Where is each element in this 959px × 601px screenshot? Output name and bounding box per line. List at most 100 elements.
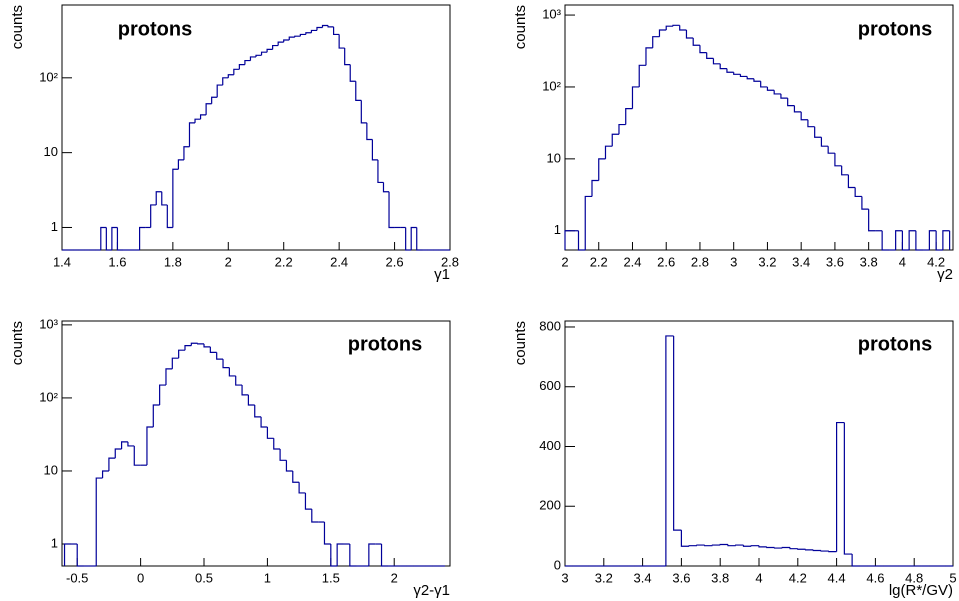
x-tick-label: 3: [730, 254, 737, 269]
histogram-bin: [908, 230, 916, 250]
histogram-bin: [733, 72, 741, 75]
histogram-bin: [152, 404, 160, 427]
histogram-bin: [101, 470, 109, 479]
panel-title: protons: [858, 333, 932, 355]
histogram-bin: [299, 33, 306, 37]
histogram-bin: [349, 544, 357, 567]
histogram-bin: [266, 426, 274, 439]
histogram-bin: [184, 345, 192, 351]
histogram-bin: [304, 492, 312, 510]
x-tick-label: 3.6: [826, 254, 844, 269]
histogram-bin: [330, 544, 338, 567]
x-tick-label: 1.4: [53, 254, 71, 269]
histogram-bin: [942, 230, 950, 250]
histogram-bin: [349, 64, 356, 82]
histogram-bin: [100, 226, 107, 250]
y-tick-label: 800: [539, 318, 561, 333]
histogram-bin: [692, 37, 700, 46]
histogram-bin: [183, 146, 190, 160]
panel-title: protons: [348, 333, 422, 355]
histogram-bin: [881, 230, 889, 251]
histogram-bin: [298, 482, 306, 494]
histogram-bin: [360, 100, 367, 124]
histogram-bin: [812, 549, 822, 552]
histogram-bin: [704, 545, 713, 547]
x-tick-label: 3.8: [711, 570, 729, 585]
histogram-bin: [165, 368, 173, 386]
x-tick-label: 1: [264, 570, 271, 585]
histogram-bin: [305, 32, 312, 35]
histogram-bin: [203, 343, 211, 348]
histogram-bin: [618, 123, 626, 135]
histogram-bin: [564, 230, 572, 250]
histogram-bin: [222, 359, 230, 369]
histogram-bin: [638, 64, 646, 87]
histogram-bin: [672, 24, 680, 27]
x-tick-label: 2.2: [590, 254, 608, 269]
histogram-bin: [294, 35, 301, 38]
histogram-bin: [166, 204, 173, 229]
histogram-bin: [194, 118, 201, 123]
histogram-bin: [591, 179, 599, 197]
plot-frame: [61, 320, 451, 567]
x-tick-label: 1.5: [322, 570, 340, 585]
histogram-bin: [827, 146, 835, 154]
histogram-bin: [114, 448, 122, 459]
histogram-bin: [277, 41, 284, 46]
histogram-bin: [235, 375, 243, 386]
x-tick-label: 2.4: [623, 254, 641, 269]
histogram-bin: [333, 26, 340, 36]
histogram-bin: [377, 159, 384, 184]
histogram-bin: [172, 168, 179, 228]
x-tick-label: 1.6: [108, 254, 126, 269]
histogram-bin: [260, 51, 268, 56]
histogram-bin: [820, 550, 829, 552]
histogram-bin: [780, 93, 788, 99]
histogram-bin: [410, 226, 417, 250]
histogram-bin: [209, 346, 217, 353]
histogram-bin: [323, 522, 331, 545]
histogram-bin: [584, 195, 592, 250]
plot-frame: [61, 4, 451, 251]
histogram-bin: [679, 25, 687, 31]
histogram-bin: [577, 230, 586, 251]
y-tick-label: 10: [547, 150, 561, 165]
histogram-bin: [216, 352, 224, 360]
y-tick-label: 0: [554, 557, 561, 572]
x-tick-label: 4: [899, 254, 906, 269]
histogram-bin: [283, 39, 290, 43]
histogram-bin: [159, 384, 166, 406]
histogram-bin: [847, 174, 856, 189]
histogram-bin: [665, 335, 674, 566]
x-tick-label: 3.4: [634, 570, 652, 585]
histogram-bin: [746, 76, 754, 80]
histogram-bin: [366, 122, 373, 141]
y-axis-title: counts: [9, 5, 26, 49]
histogram-bin: [161, 191, 168, 206]
y-tick-label: 10: [44, 462, 58, 477]
histogram-bin: [680, 530, 690, 547]
histogram-bin: [861, 196, 869, 210]
x-tick-label: 3.6: [672, 570, 690, 585]
x-tick-label: 3.8: [860, 254, 878, 269]
histogram-bin: [807, 119, 815, 128]
histogram-bin: [380, 544, 388, 567]
panel: 3 3.2 3.4 3.6 3.8 4 4.2 4.4 4.6 4.8 5 0 200 400 600 800…: [512, 318, 957, 599]
histogram-bin: [321, 24, 329, 28]
x-tick-label: 0: [137, 570, 144, 585]
histogram-bin: [665, 25, 673, 30]
histogram-bin: [285, 460, 293, 472]
x-tick-label: 3.2: [758, 254, 776, 269]
histogram-bin: [338, 34, 345, 49]
histogram-bin: [699, 45, 707, 54]
x-axis-title: γ2-γ1: [413, 582, 450, 599]
histogram-bin: [789, 547, 798, 550]
histogram-bin: [928, 230, 937, 250]
histogram-bin: [344, 48, 351, 66]
x-axis-title: lg(R*/GV): [889, 582, 953, 599]
histogram-bin: [843, 422, 853, 555]
x-tick-label: 4.2: [927, 254, 945, 269]
histogram-bin: [895, 230, 903, 250]
y-tick-label: 10²: [39, 69, 58, 84]
